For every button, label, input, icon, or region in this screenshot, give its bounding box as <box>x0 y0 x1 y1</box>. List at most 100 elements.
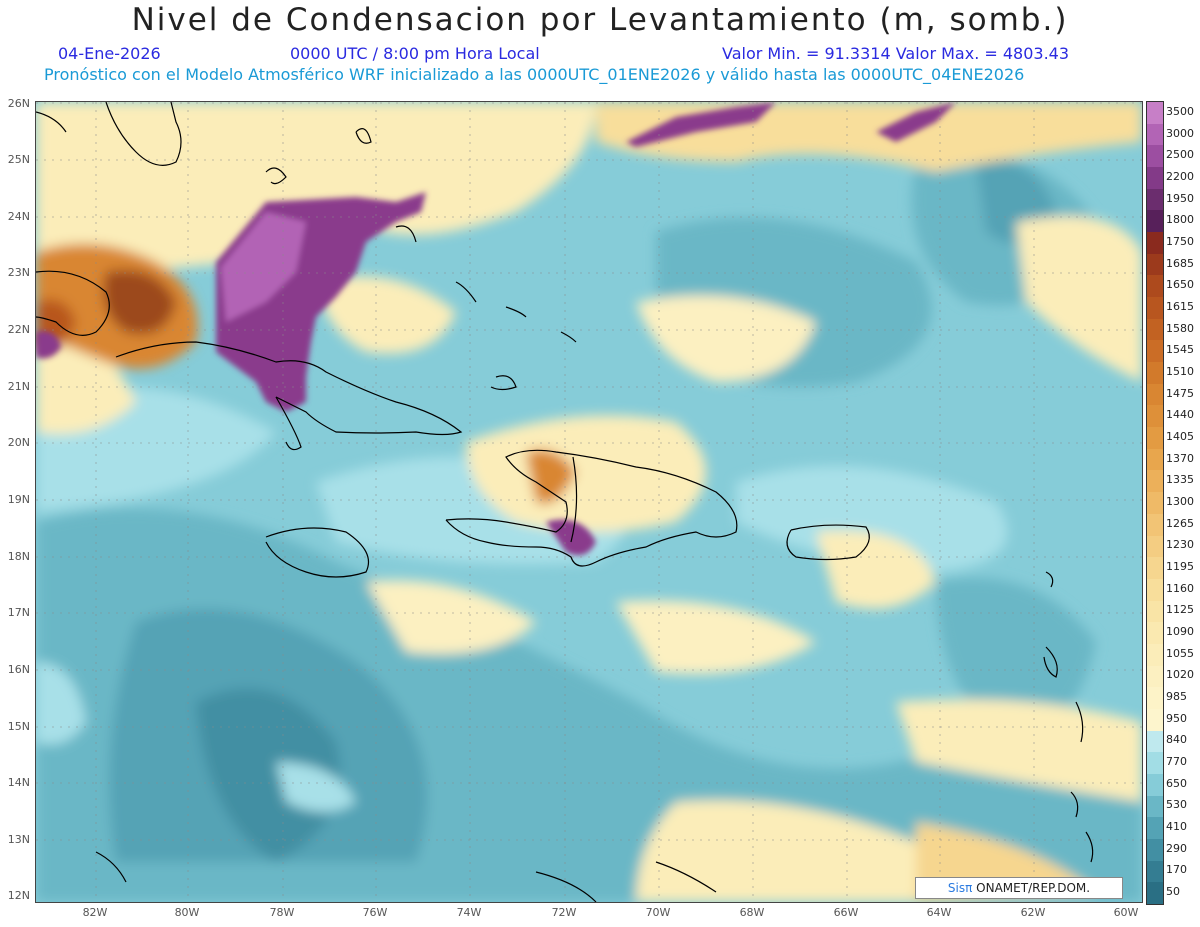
colorbar-label: 2200 <box>1166 169 1194 183</box>
lon-label: 66W <box>833 906 859 919</box>
lon-label: 78W <box>269 906 295 919</box>
colorbar-label: 1265 <box>1166 516 1194 530</box>
colorbar-label: 1055 <box>1166 646 1194 660</box>
colorbar-segment <box>1147 600 1163 623</box>
lon-label: 74W <box>456 906 482 919</box>
colorbar-segment <box>1147 882 1163 905</box>
colorbar-label: 530 <box>1166 798 1187 812</box>
colorbar-segment <box>1147 275 1163 298</box>
colorbar-label: 1370 <box>1166 451 1194 465</box>
lat-label: 16N <box>7 663 30 676</box>
colorbar-segment <box>1147 860 1163 883</box>
colorbar-label: 1750 <box>1166 234 1194 248</box>
colorbar-segment <box>1147 838 1163 862</box>
lon-label: 80W <box>174 906 200 919</box>
lat-label: 18N <box>7 550 30 563</box>
lcl-field <box>36 102 1142 902</box>
colorbar-label: 1300 <box>1166 495 1194 508</box>
colorbar-segment <box>1147 470 1163 493</box>
colorbar-label: 1090 <box>1166 625 1194 639</box>
lat-label: 21N <box>7 380 30 393</box>
lon-label: 64W <box>926 906 952 919</box>
lon-label: 72W <box>551 906 577 919</box>
colorbar-segment <box>1147 145 1163 168</box>
logo-text: ONAMET/REP.DOM. <box>972 881 1091 895</box>
colorbar-segment <box>1147 210 1163 233</box>
colorbar-label: 1335 <box>1166 473 1194 487</box>
colorbar-segment <box>1147 708 1163 732</box>
lat-label: 12N <box>7 889 30 902</box>
forecast-time: 0000 UTC / 8:00 pm Hora Local <box>290 44 540 63</box>
colorbar-segment <box>1147 817 1163 840</box>
colorbar-segment <box>1147 123 1163 146</box>
colorbar-segment <box>1147 687 1163 710</box>
min-max-values: Valor Min. = 91.3314 Valor Max. = 4803.4… <box>722 44 1070 63</box>
colorbar-segment <box>1147 665 1163 688</box>
lat-label: 23N <box>7 266 30 279</box>
colorbar-label: 1125 <box>1166 603 1194 617</box>
coastlines <box>36 102 1094 902</box>
map-canvas[interactable] <box>35 101 1143 903</box>
lon-label: 62W <box>1020 906 1046 919</box>
colorbar-segment <box>1147 448 1163 471</box>
colorbar-label: 950 <box>1166 711 1187 725</box>
colorbar-label: 290 <box>1166 841 1187 855</box>
onamet-logo: Sisπ ONAMET/REP.DOM. <box>915 877 1123 899</box>
colorbar-segment <box>1147 167 1163 190</box>
colorbar-label: 1580 <box>1166 321 1194 335</box>
colorbar-label: 170 <box>1166 863 1187 877</box>
lat-label: 24N <box>7 210 30 223</box>
map-title: Nivel de Condensacion por Levantamiento … <box>131 2 1069 38</box>
colorbar-label: 1440 <box>1166 408 1194 422</box>
colorbar-segment <box>1147 513 1163 536</box>
colorbar-segment <box>1147 297 1163 320</box>
lon-label: 76W <box>362 906 388 919</box>
colorbar-segment <box>1147 492 1163 515</box>
colorbar-label: 1195 <box>1166 560 1194 574</box>
forecast-date: 04-Ene-2026 <box>58 44 161 63</box>
sispi-brand: Sisπ <box>947 881 973 895</box>
colorbar-segment <box>1147 318 1163 341</box>
colorbar-label: 985 <box>1166 690 1187 704</box>
colorbar-label: 1800 <box>1166 213 1194 227</box>
colorbar-segment <box>1147 752 1163 775</box>
colorbar-segment <box>1147 557 1163 580</box>
lat-label: 15N <box>7 720 30 733</box>
colorbar-label: 1545 <box>1166 343 1194 357</box>
lat-label: 26N <box>7 97 30 110</box>
lon-label: 82W <box>82 906 108 919</box>
colorbar-segment <box>1147 622 1163 645</box>
colorbar-segment <box>1147 253 1163 276</box>
colorbar-label: 3000 <box>1166 126 1194 140</box>
lat-label: 19N <box>7 493 30 506</box>
colorbar-label: 1510 <box>1166 364 1194 378</box>
colorbar-segment <box>1147 643 1163 667</box>
lat-label: 22N <box>7 323 30 336</box>
colorbar-label: 1650 <box>1166 278 1194 292</box>
colorbar-segment <box>1147 578 1163 602</box>
lon-label: 70W <box>645 906 671 919</box>
colorbar-label: 3500 <box>1166 104 1194 118</box>
colorbar-label: 50 <box>1166 885 1180 899</box>
lon-label: 68W <box>739 906 765 919</box>
lat-label: 20N <box>7 436 30 449</box>
lat-label: 13N <box>7 833 30 846</box>
colorbar-label: 1950 <box>1166 191 1194 205</box>
lon-label: 60W <box>1113 906 1139 919</box>
colorbar-segment <box>1147 102 1163 125</box>
colorbar-segment <box>1147 340 1163 363</box>
colorbar-segment <box>1147 535 1163 558</box>
colorbar-label: 1615 <box>1166 299 1194 313</box>
colorbar-segment <box>1147 427 1163 450</box>
colorbar <box>1146 101 1164 905</box>
colorbar-label: 1020 <box>1166 668 1194 682</box>
colorbar-label: 1405 <box>1166 429 1194 443</box>
model-info: Pronóstico con el Modelo Atmosférico WRF… <box>44 65 1025 84</box>
lat-label: 14N <box>7 776 30 789</box>
colorbar-segment <box>1147 773 1163 797</box>
colorbar-label: 770 <box>1166 755 1187 769</box>
colorbar-segment <box>1147 405 1163 428</box>
colorbar-label: 410 <box>1166 820 1187 834</box>
colorbar-segment <box>1147 383 1163 406</box>
colorbar-segment <box>1147 795 1163 818</box>
